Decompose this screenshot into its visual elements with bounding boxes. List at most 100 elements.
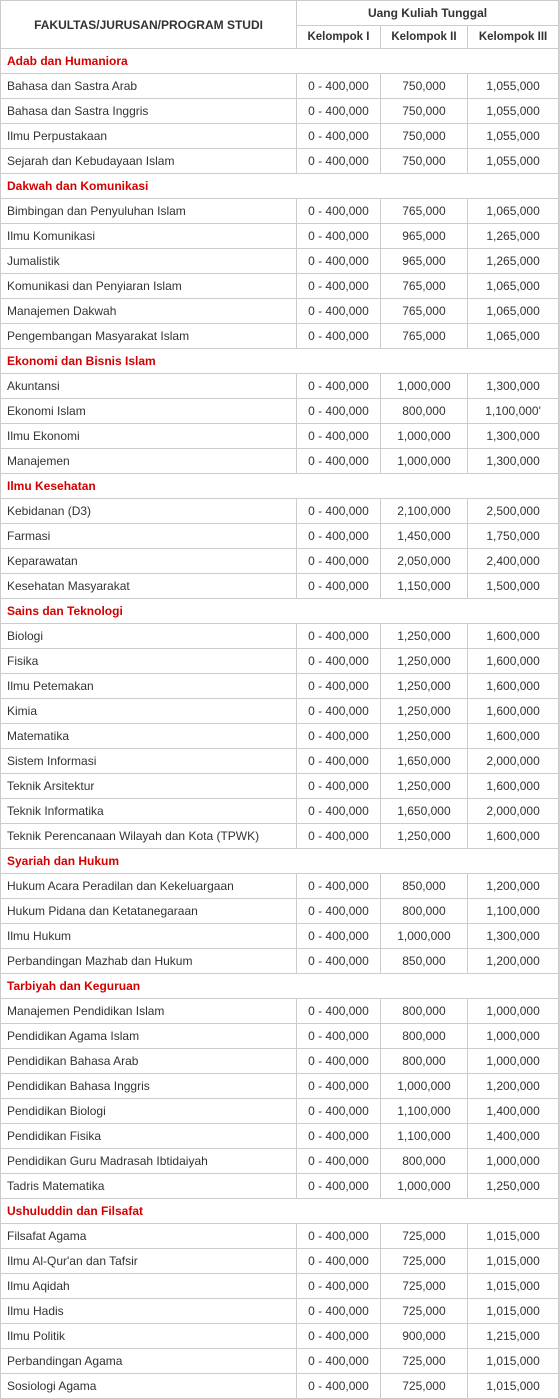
program-name: Bahasa dan Sastra Inggris [1,99,297,124]
kelompok-1-value: 0 - 400,000 [297,199,381,224]
program-name: Pendidikan Agama Islam [1,1024,297,1049]
kelompok-3-value: 1,200,000 [468,949,559,974]
table-row: Kebidanan (D3)0 - 400,0002,100,0002,500,… [1,499,559,524]
program-name: Perbandingan Mazhab dan Hukum [1,949,297,974]
kelompok-1-value: 0 - 400,000 [297,524,381,549]
kelompok-2-value: 2,100,000 [380,499,467,524]
kelompok-2-value: 1,250,000 [380,674,467,699]
kelompok-3-value: 1,015,000 [468,1374,559,1399]
faculty-row: Adab dan Humaniora [1,49,559,74]
kelompok-3-value: 1,055,000 [468,74,559,99]
kelompok-2-value: 725,000 [380,1274,467,1299]
program-name: Kimia [1,699,297,724]
kelompok-3-value: 1,055,000 [468,149,559,174]
faculty-name: Ilmu Kesehatan [1,474,559,499]
kelompok-3-value: 1,400,000 [468,1124,559,1149]
kelompok-3-value: 1,300,000 [468,424,559,449]
program-name: Bahasa dan Sastra Arab [1,74,297,99]
kelompok-1-value: 0 - 400,000 [297,74,381,99]
faculty-name: Adab dan Humaniora [1,49,559,74]
program-name: Keparawatan [1,549,297,574]
kelompok-3-value: 2,000,000 [468,799,559,824]
kelompok-1-value: 0 - 400,000 [297,1024,381,1049]
faculty-row: Ilmu Kesehatan [1,474,559,499]
kelompok-3-value: 1,015,000 [468,1274,559,1299]
kelompok-1-value: 0 - 400,000 [297,499,381,524]
kelompok-2-value: 800,000 [380,399,467,424]
table-row: Ilmu Ekonomi0 - 400,0001,000,0001,300,00… [1,424,559,449]
kelompok-2-value: 725,000 [380,1249,467,1274]
kelompok-2-value: 800,000 [380,1049,467,1074]
kelompok-2-value: 750,000 [380,99,467,124]
program-name: Ilmu Aqidah [1,1274,297,1299]
program-name: Filsafat Agama [1,1224,297,1249]
kelompok-1-value: 0 - 400,000 [297,1349,381,1374]
kelompok-1-value: 0 - 400,000 [297,774,381,799]
kelompok-1-value: 0 - 400,000 [297,1074,381,1099]
header-kelompok-1: Kelompok I [297,26,381,49]
kelompok-2-value: 850,000 [380,949,467,974]
table-row: Matematika0 - 400,0001,250,0001,600,000 [1,724,559,749]
kelompok-3-value: 1,300,000 [468,374,559,399]
faculty-row: Tarbiyah dan Keguruan [1,974,559,999]
kelompok-3-value: 1,015,000 [468,1224,559,1249]
faculty-row: Dakwah dan Komunikasi [1,174,559,199]
kelompok-2-value: 765,000 [380,299,467,324]
kelompok-3-value: 1,600,000 [468,649,559,674]
table-row: Kesehatan Masyarakat0 - 400,0001,150,000… [1,574,559,599]
kelompok-3-value: 1,000,000 [468,1024,559,1049]
table-row: Jumalistik0 - 400,000965,0001,265,000 [1,249,559,274]
table-row: Bimbingan dan Penyuluhan Islam0 - 400,00… [1,199,559,224]
program-name: Ilmu Hukum [1,924,297,949]
table-row: Farmasi0 - 400,0001,450,0001,750,000 [1,524,559,549]
kelompok-2-value: 965,000 [380,249,467,274]
kelompok-3-value: 1,065,000 [468,299,559,324]
kelompok-2-value: 1,250,000 [380,649,467,674]
program-name: Biologi [1,624,297,649]
program-name: Pendidikan Bahasa Inggris [1,1074,297,1099]
kelompok-3-value: 1,000,000 [468,1049,559,1074]
kelompok-2-value: 1,100,000 [380,1124,467,1149]
kelompok-2-value: 1,150,000 [380,574,467,599]
table-row: Sistem Informasi0 - 400,0001,650,0002,00… [1,749,559,774]
program-name: Ilmu Politik [1,1324,297,1349]
kelompok-1-value: 0 - 400,000 [297,424,381,449]
kelompok-2-value: 725,000 [380,1224,467,1249]
table-row: Teknik Arsitektur0 - 400,0001,250,0001,6… [1,774,559,799]
kelompok-3-value: 1,265,000 [468,224,559,249]
kelompok-2-value: 1,000,000 [380,924,467,949]
table-row: Teknik Perencanaan Wilayah dan Kota (TPW… [1,824,559,849]
kelompok-2-value: 800,000 [380,1149,467,1174]
table-row: Ilmu Hukum0 - 400,0001,000,0001,300,000 [1,924,559,949]
kelompok-3-value: 1,065,000 [468,199,559,224]
kelompok-3-value: 1,200,000 [468,874,559,899]
header-kelompok-2: Kelompok II [380,26,467,49]
table-row: Tadris Matematika0 - 400,0001,000,0001,2… [1,1174,559,1199]
table-row: Ilmu Komunikasi0 - 400,000965,0001,265,0… [1,224,559,249]
kelompok-1-value: 0 - 400,000 [297,1124,381,1149]
table-row: Hukum Pidana dan Ketatanegaraan0 - 400,0… [1,899,559,924]
faculty-row: Ekonomi dan Bisnis Islam [1,349,559,374]
table-row: Kimia0 - 400,0001,250,0001,600,000 [1,699,559,724]
program-name: Ilmu Hadis [1,1299,297,1324]
table-row: Filsafat Agama0 - 400,000725,0001,015,00… [1,1224,559,1249]
kelompok-3-value: 1,015,000 [468,1249,559,1274]
table-row: Pendidikan Bahasa Arab0 - 400,000800,000… [1,1049,559,1074]
kelompok-3-value: 1,600,000 [468,699,559,724]
program-name: Manajemen [1,449,297,474]
table-row: Manajemen0 - 400,0001,000,0001,300,000 [1,449,559,474]
kelompok-2-value: 1,000,000 [380,449,467,474]
kelompok-2-value: 725,000 [380,1299,467,1324]
program-name: Ilmu Perpustakaan [1,124,297,149]
kelompok-3-value: 1,055,000 [468,124,559,149]
kelompok-1-value: 0 - 400,000 [297,449,381,474]
faculty-name: Dakwah dan Komunikasi [1,174,559,199]
table-row: Pendidikan Agama Islam0 - 400,000800,000… [1,1024,559,1049]
table-row: Ilmu Aqidah0 - 400,000725,0001,015,000 [1,1274,559,1299]
kelompok-1-value: 0 - 400,000 [297,1249,381,1274]
kelompok-1-value: 0 - 400,000 [297,224,381,249]
faculty-name: Tarbiyah dan Keguruan [1,974,559,999]
kelompok-2-value: 1,250,000 [380,699,467,724]
kelompok-3-value: 1,600,000 [468,624,559,649]
kelompok-1-value: 0 - 400,000 [297,1149,381,1174]
